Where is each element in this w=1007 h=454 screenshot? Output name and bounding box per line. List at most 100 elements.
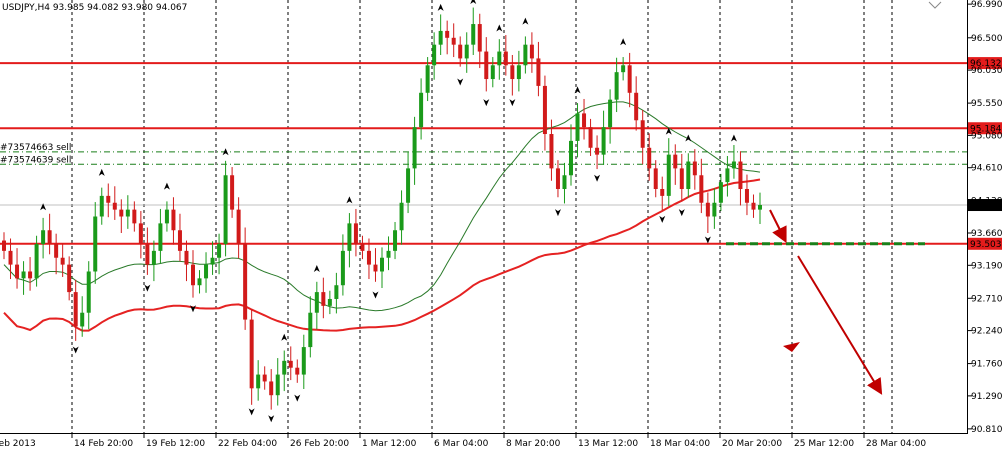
candle-body — [132, 209, 137, 224]
fractal-up-icon — [222, 148, 229, 156]
y-tick-label: 92.710 — [971, 294, 1003, 304]
candle-body — [145, 243, 150, 265]
candle-body — [725, 168, 730, 183]
candlesticks — [2, 7, 762, 410]
candle-body — [282, 360, 287, 375]
candle-body — [582, 113, 587, 128]
candle-body — [412, 127, 417, 169]
fractal-up-icon — [665, 127, 672, 135]
candle-body — [269, 381, 274, 396]
candle-body — [34, 243, 39, 279]
level-price-label: 95.184 — [970, 124, 1002, 134]
candle-body — [529, 44, 534, 59]
candle-body — [588, 127, 593, 148]
y-tick-label: 93.660 — [971, 229, 1003, 239]
candle-body — [738, 161, 743, 190]
y-tick-label: 94.130 — [971, 197, 1003, 207]
fractal-up-icon — [730, 134, 737, 142]
candle-body — [21, 271, 26, 279]
price-axis: 96.990 96.500 96.030 95.550 95.080 94.610 94.1… — [967, 0, 1003, 435]
fractal-down-icon — [144, 284, 151, 292]
fractal-up-icon — [470, 0, 477, 4]
moving-average-red — [3, 178, 761, 332]
fractal-up-icon — [522, 17, 529, 25]
candle-body — [8, 250, 13, 265]
candle-body — [471, 24, 476, 45]
candle-body — [679, 168, 684, 190]
candle-body — [60, 257, 65, 265]
level-price-tag — [968, 122, 1002, 135]
candle-body — [86, 271, 91, 313]
x-tick-label: 26 Feb 20:00 — [290, 439, 349, 449]
candle-body — [653, 168, 658, 190]
x-tick-label: 13 Mar 12:00 — [578, 439, 638, 449]
x-tick-label: 22 Feb 04:00 — [218, 439, 277, 449]
y-tick-label: 96.030 — [971, 66, 1003, 76]
candle-body — [112, 202, 117, 210]
candle-body — [334, 285, 339, 299]
y-tick-label: 96.500 — [971, 34, 1003, 44]
x-tick-label: 28 Mar 04:00 — [866, 439, 926, 449]
candle-body — [158, 223, 163, 251]
x-tick-label: 20 Mar 20:00 — [722, 439, 782, 449]
candle-body — [347, 223, 352, 251]
candle-body — [751, 202, 756, 210]
fractal-up-icon — [496, 24, 503, 32]
long-down-arrow-icon — [797, 255, 883, 395]
candle-body — [288, 360, 293, 368]
candle-body — [484, 51, 489, 80]
fractal-down-icon — [268, 415, 275, 423]
candle-body — [256, 374, 261, 389]
candle-body — [758, 205, 762, 210]
candle-body — [523, 44, 528, 66]
candle-body — [562, 175, 567, 190]
candle-body — [99, 195, 104, 217]
candle-body — [595, 147, 600, 155]
candle-body — [614, 72, 619, 100]
y-tick-label: 95.550 — [971, 99, 1003, 109]
fractal-up-icon — [163, 182, 170, 190]
candle-body — [549, 134, 554, 169]
candle-body — [47, 230, 52, 244]
current-price-tag — [968, 199, 1002, 212]
candle-body — [138, 223, 143, 244]
fractal-down-icon — [294, 394, 301, 402]
candle-body — [451, 37, 456, 45]
order-line-label: #73574639 sell — [0, 155, 71, 165]
candle-body — [477, 24, 482, 52]
candle-body — [295, 367, 300, 375]
candle-body — [699, 175, 704, 203]
fractal-up-icon — [620, 38, 627, 46]
candle-body — [575, 113, 580, 141]
candle-body — [386, 250, 391, 258]
candle-body — [223, 175, 228, 244]
fractal-markers — [40, 0, 737, 423]
candle-body — [327, 298, 332, 306]
short-down-arrow-icon — [769, 209, 787, 244]
fractal-down-icon — [704, 236, 711, 244]
fractal-down-icon — [554, 209, 561, 217]
candle-body — [125, 209, 130, 217]
x-tick-label: 1 Mar 12:00 — [362, 439, 417, 449]
candle-body — [210, 257, 215, 265]
annotations — [726, 1, 942, 395]
x-tick-label: 8 Mar 20:00 — [506, 439, 561, 449]
fractal-up-icon — [574, 86, 581, 94]
candle-body — [54, 243, 59, 258]
candle-body — [542, 85, 547, 135]
candle-body — [2, 240, 6, 251]
moving-averages — [3, 101, 761, 332]
fractal-up-icon — [98, 168, 105, 176]
candle-body — [360, 243, 365, 251]
fractal-up-icon — [346, 196, 353, 204]
candle-body — [366, 250, 371, 265]
candle-body — [744, 189, 749, 203]
candle-body — [249, 319, 254, 389]
fractal-up-icon — [313, 265, 320, 273]
chart-title: USDJPY,H4 93.985 94.082 93.980 94.067 — [2, 3, 187, 13]
candle-body — [458, 44, 463, 59]
fractal-up-icon — [437, 3, 444, 11]
triangle-marker-icon — [783, 342, 800, 352]
candle-body — [660, 189, 665, 196]
